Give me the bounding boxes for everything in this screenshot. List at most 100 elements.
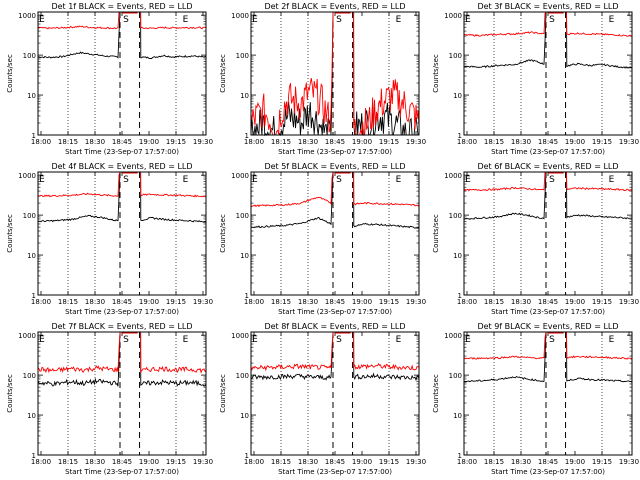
plot-frame [37,331,207,456]
plot-frame [250,171,420,296]
y-axis-label: Counts/sec [6,214,14,253]
x-tick-label: 18:30 [511,298,531,306]
y-tick-label: 1000 [444,172,462,180]
panel-det-1: Det 1f BLACK = Events, RED = LLD Counts/s… [6,2,213,156]
lld-series-line [353,331,420,371]
y-tick-label: 10 [453,252,462,260]
plot-frame [37,11,207,136]
x-axis-label: Start Time (23-Sep-07 17:57:00) [491,148,605,156]
plot-frame [463,171,633,296]
panel-det-8: Det 8f BLACK = Events, RED = LLD Counts/s… [219,322,426,476]
y-tick-label: 100 [449,52,462,60]
x-tick-label: 18:00 [244,138,264,146]
x-axis-label: Start Time (23-Sep-07 17:57:00) [491,468,605,476]
events-series-line [463,171,547,221]
panel-det-2: Det 2f BLACK = Events, RED = LLD Counts/s… [219,2,426,156]
events-series-line [140,171,207,223]
x-tick-label: 19:30 [406,458,426,466]
lld-series-line [463,331,547,360]
lld-series-line [250,11,334,136]
panel-det-9: Det 9f BLACK = Events, RED = LLD Counts/s… [432,322,639,476]
x-tick-label: 19:30 [619,458,639,466]
x-tick-label: 18:15 [58,298,78,306]
x-tick-label: 18:30 [85,138,105,146]
panel-det-6: Det 6f BLACK = Events, RED = LLD Counts/s… [432,162,639,316]
y-tick-label: 10 [27,252,36,260]
y-tick-label: 10 [240,252,249,260]
end-marker-label-right: E [609,175,615,185]
x-tick-label: 19:00 [352,298,372,306]
events-series-line [353,171,420,229]
lld-series-line [250,171,334,208]
x-tick-label: 19:00 [352,138,372,146]
lld-series-line [566,11,633,38]
x-axis-label: Start Time (23-Sep-07 17:57:00) [278,468,392,476]
panel-title: Det 3f BLACK = Events, RED = LLD [477,2,618,11]
start-marker-label: S [336,175,342,185]
y-axis-label: Counts/sec [219,214,227,253]
end-marker-label-right: E [396,335,402,345]
x-tick-label: 18:00 [31,138,51,146]
y-tick-label: 1000 [18,172,36,180]
start-marker-label: S [123,335,129,345]
y-tick-label: 1 [458,292,462,300]
panels-group: Det 1f BLACK = Events, RED = LLD Counts/s… [6,2,639,476]
y-tick-label: 100 [236,372,249,380]
y-tick-label: 10 [240,92,249,100]
x-tick-label: 19:15 [379,138,399,146]
x-tick-label: 19:15 [166,458,186,466]
end-marker-label-left: E [252,15,258,25]
events-series-line [37,11,121,59]
y-tick-label: 1 [458,132,462,140]
events-series-line [566,331,633,383]
y-tick-label: 1 [32,132,36,140]
y-tick-label: 1 [32,292,36,300]
end-marker-label-left: E [252,175,258,185]
events-series-line [250,171,334,229]
y-tick-label: 100 [236,212,249,220]
x-tick-label: 18:15 [271,458,291,466]
lld-series-line [140,171,207,198]
x-axis-label: Start Time (23-Sep-07 17:57:00) [65,308,179,316]
y-tick-label: 1000 [231,332,249,340]
x-tick-label: 18:15 [58,458,78,466]
end-marker-label-left: E [465,175,471,185]
y-tick-label: 100 [449,372,462,380]
x-tick-label: 19:30 [193,458,213,466]
x-tick-label: 18:45 [325,458,345,466]
end-marker-label-left: E [465,335,471,345]
x-tick-label: 18:15 [58,138,78,146]
events-series-line [37,331,121,387]
y-tick-label: 1 [245,132,249,140]
events-series-line [250,11,334,137]
end-marker-label-right: E [183,175,189,185]
x-tick-label: 19:00 [565,138,585,146]
panel-title: Det 8f BLACK = Events, RED = LLD [264,322,405,331]
panel-title: Det 1f BLACK = Events, RED = LLD [51,2,192,11]
panel-title: Det 2f BLACK = Events, RED = LLD [264,2,405,11]
end-marker-label-right: E [609,15,615,25]
x-tick-label: 19:15 [379,298,399,306]
x-tick-label: 19:30 [193,298,213,306]
x-axis-label: Start Time (23-Sep-07 17:57:00) [65,148,179,156]
x-tick-label: 19:15 [592,138,612,146]
x-tick-label: 19:00 [565,298,585,306]
x-tick-label: 18:45 [325,138,345,146]
x-tick-label: 18:15 [484,138,504,146]
x-tick-label: 18:30 [85,298,105,306]
x-tick-label: 19:30 [406,298,426,306]
x-tick-label: 18:45 [325,298,345,306]
y-tick-label: 1000 [18,12,36,20]
lld-series-line [463,171,546,192]
x-tick-label: 18:00 [31,298,51,306]
y-tick-label: 1000 [444,12,462,20]
x-tick-label: 18:00 [244,298,264,306]
panel-title: Det 5f BLACK = Events, RED = LLD [264,162,405,171]
x-tick-label: 18:00 [457,138,477,146]
y-axis-label: Counts/sec [432,214,440,253]
x-tick-label: 18:45 [112,138,132,146]
y-axis-label: Counts/sec [432,374,440,413]
y-tick-label: 1000 [444,332,462,340]
